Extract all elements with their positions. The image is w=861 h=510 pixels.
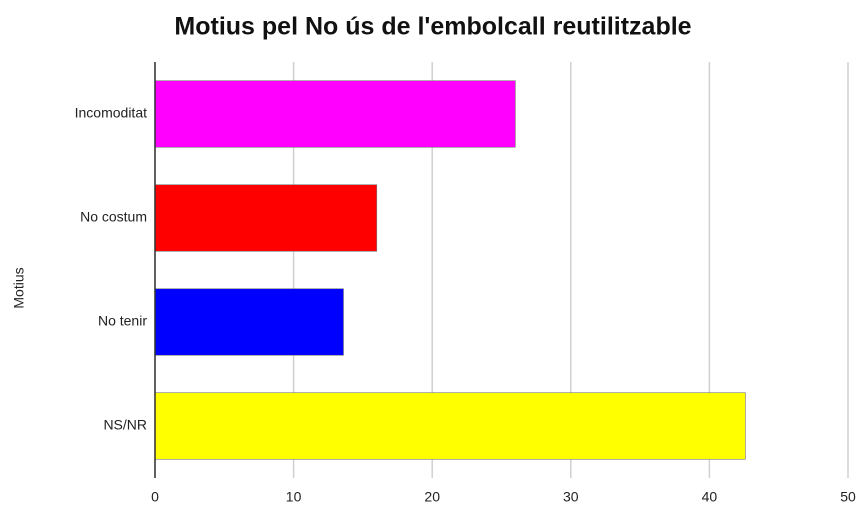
x-tick-label: 30 <box>563 489 579 505</box>
bar <box>154 392 746 460</box>
y-tick-label: No costum <box>80 209 147 225</box>
y-tick-label: Incomoditat <box>75 105 147 121</box>
y-axis-label: Motius <box>11 267 27 308</box>
chart-title: Motius pel No ús de l'embolcall reutilit… <box>174 13 691 41</box>
bar <box>154 288 344 356</box>
y-tick-label: NS/NR <box>103 417 147 433</box>
x-tick-label: 40 <box>702 489 718 505</box>
x-tick-label: 50 <box>840 489 856 505</box>
x-tick-label: 10 <box>286 489 302 505</box>
bar <box>154 184 378 252</box>
x-tick-label: 0 <box>151 489 159 505</box>
bar <box>154 80 516 148</box>
x-tick-label: 20 <box>424 489 440 505</box>
y-tick-label: No tenir <box>98 313 147 329</box>
